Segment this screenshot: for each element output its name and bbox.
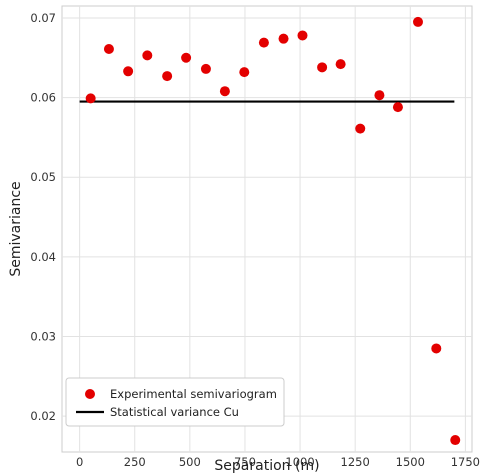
data-point: [85, 93, 96, 104]
data-point: [278, 33, 289, 44]
data-point: [431, 343, 442, 354]
y-tick-label: 0.02: [30, 409, 56, 423]
data-point: [317, 62, 328, 73]
data-point: [239, 67, 250, 78]
x-tick-label: 250: [124, 455, 146, 469]
data-point: [142, 50, 153, 61]
legend-marker-experimental: [85, 389, 95, 399]
x-tick-label: 1000: [285, 455, 314, 469]
legend-label-experimental: Experimental semivariogram: [110, 387, 277, 401]
data-point: [374, 90, 385, 101]
legend-box: [65, 377, 285, 427]
y-tick-label: 0.04: [30, 250, 56, 264]
legend: Experimental semivariogram Statistical v…: [65, 377, 285, 427]
x-tick-label: 750: [234, 455, 256, 469]
data-point: [297, 30, 308, 41]
x-tick-label: 1500: [396, 455, 425, 469]
data-point: [162, 71, 173, 82]
x-tick-label: 1750: [451, 455, 480, 469]
y-tick-label: 0.07: [30, 11, 56, 25]
data-point: [103, 44, 114, 55]
data-point: [258, 37, 269, 48]
x-tick-label: 500: [179, 455, 201, 469]
x-axis-label: Separation (m): [214, 458, 319, 474]
y-tick-label: 0.05: [30, 170, 56, 184]
legend-label-variance: Statistical variance Cu: [110, 405, 239, 419]
y-axis-label: Semivariance: [8, 181, 24, 276]
x-tick-label: 0: [76, 455, 83, 469]
data-point: [335, 59, 346, 70]
data-point: [412, 16, 423, 27]
x-tick-label: 1250: [341, 455, 370, 469]
scatter-series: [85, 16, 461, 446]
data-point: [392, 102, 403, 113]
y-tick-labels: 0.02 0.03 0.04 0.05 0.06 0.07: [30, 11, 56, 423]
data-point: [200, 63, 211, 74]
data-point: [450, 435, 461, 446]
data-point: [355, 123, 366, 134]
data-point: [123, 66, 134, 77]
x-tick-labels: 0 250 500 750 1000 1250 1500 1750: [76, 455, 480, 469]
data-point: [219, 86, 230, 97]
y-tick-label: 0.06: [30, 91, 56, 105]
y-tick-label: 0.03: [30, 330, 56, 344]
data-point: [181, 52, 192, 63]
